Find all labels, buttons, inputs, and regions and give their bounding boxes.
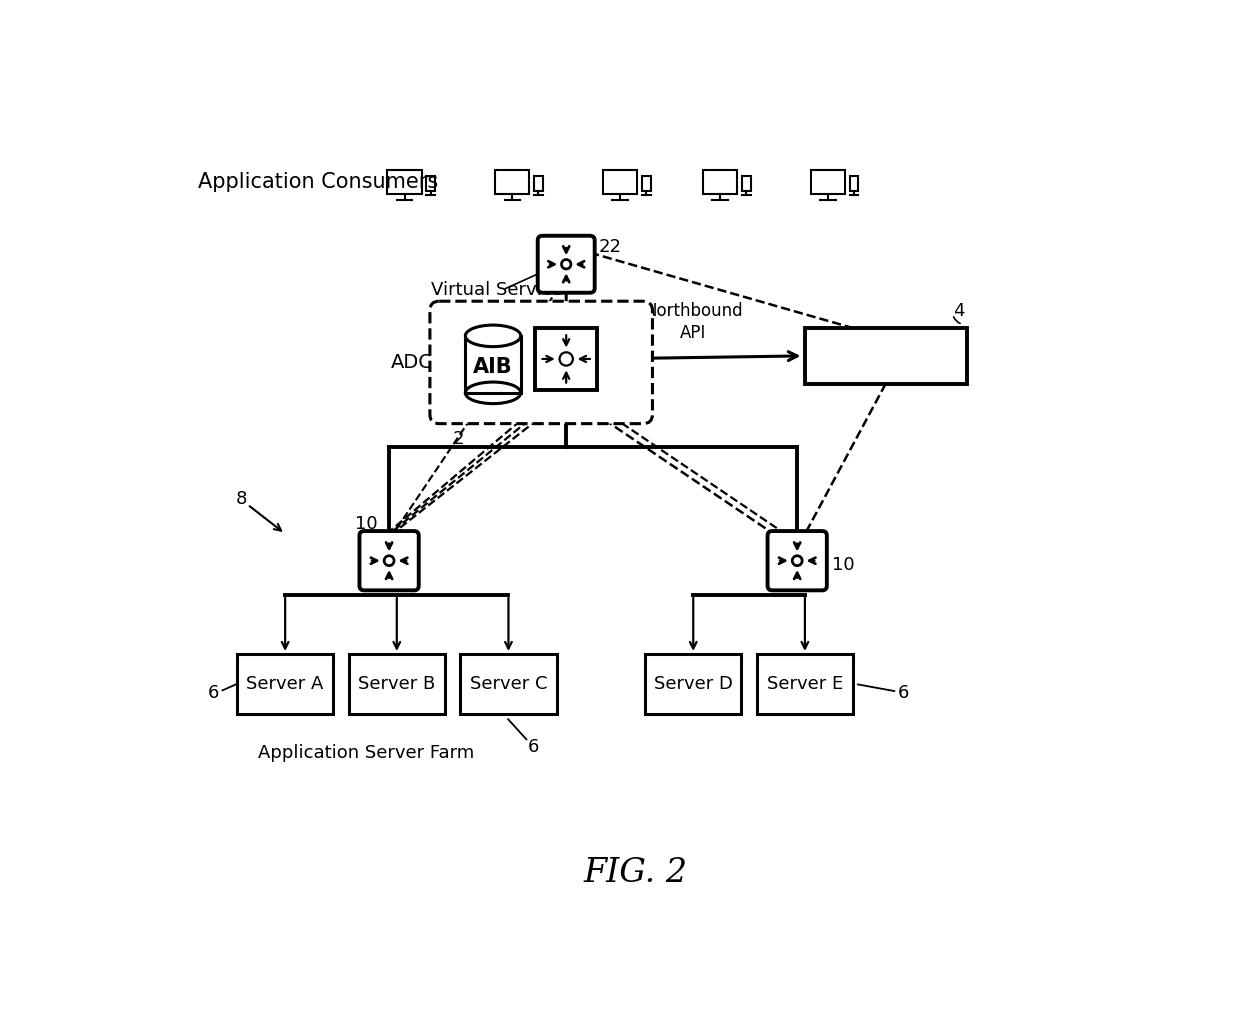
Text: Virtual Service: Virtual Service bbox=[432, 281, 563, 298]
Bar bbox=[756, 654, 853, 714]
Text: Server A: Server A bbox=[247, 675, 324, 693]
Text: 6: 6 bbox=[527, 738, 538, 756]
Text: Server E: Server E bbox=[766, 675, 843, 693]
Text: AIB: AIB bbox=[474, 356, 513, 377]
Text: SDN Controller: SDN Controller bbox=[813, 346, 959, 365]
Text: Server C: Server C bbox=[470, 675, 547, 693]
Bar bbox=[237, 654, 334, 714]
FancyBboxPatch shape bbox=[768, 531, 827, 591]
Bar bbox=[645, 654, 742, 714]
Bar bbox=[742, 176, 750, 191]
FancyBboxPatch shape bbox=[538, 235, 595, 292]
Bar bbox=[465, 336, 521, 393]
Bar bbox=[534, 176, 543, 191]
Text: 6: 6 bbox=[898, 684, 909, 702]
FancyBboxPatch shape bbox=[430, 301, 652, 423]
Text: 6: 6 bbox=[208, 684, 219, 702]
Bar bbox=[427, 176, 435, 191]
Text: ADC: ADC bbox=[391, 353, 433, 371]
Text: 2: 2 bbox=[453, 429, 465, 448]
Bar bbox=[387, 170, 422, 194]
Text: Application Server Farm: Application Server Farm bbox=[258, 744, 475, 762]
Bar bbox=[849, 176, 858, 191]
Text: Application Consumers: Application Consumers bbox=[198, 172, 439, 192]
Bar bbox=[603, 170, 637, 194]
Text: Northbound
API: Northbound API bbox=[644, 301, 743, 342]
Bar bbox=[348, 654, 445, 714]
FancyBboxPatch shape bbox=[360, 531, 419, 591]
Text: Server B: Server B bbox=[358, 675, 435, 693]
Bar bbox=[805, 328, 967, 384]
Text: 8: 8 bbox=[236, 490, 247, 509]
Bar bbox=[460, 654, 557, 714]
Bar bbox=[703, 170, 738, 194]
Bar bbox=[642, 176, 651, 191]
Ellipse shape bbox=[465, 325, 521, 347]
Bar bbox=[495, 170, 529, 194]
Bar bbox=[536, 328, 596, 390]
Text: 22: 22 bbox=[599, 239, 621, 257]
Text: 4: 4 bbox=[954, 302, 965, 320]
Circle shape bbox=[562, 260, 570, 269]
Circle shape bbox=[559, 352, 573, 365]
Text: 10: 10 bbox=[832, 555, 854, 573]
Text: FIG. 2: FIG. 2 bbox=[584, 857, 687, 888]
Circle shape bbox=[792, 556, 802, 565]
Text: 10: 10 bbox=[355, 515, 377, 533]
Circle shape bbox=[384, 556, 394, 565]
Bar bbox=[811, 170, 846, 194]
Text: Server D: Server D bbox=[653, 675, 733, 693]
